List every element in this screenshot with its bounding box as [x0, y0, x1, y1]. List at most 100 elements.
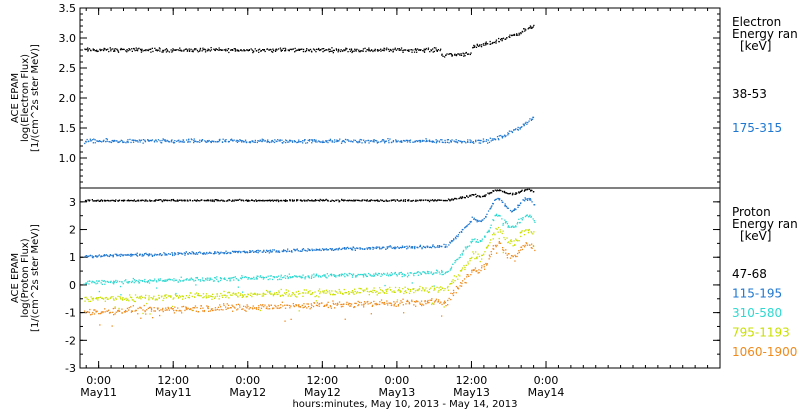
- data-point: [203, 252, 206, 254]
- data-point: [417, 140, 419, 143]
- data-point: [95, 50, 97, 52]
- data-point: [485, 140, 487, 142]
- data-point: [219, 138, 221, 141]
- data-point: [197, 141, 199, 143]
- data-point: [182, 280, 185, 282]
- data-point: [164, 139, 166, 141]
- data-point: [457, 140, 460, 142]
- data-point: [425, 138, 427, 140]
- y-tick-label: 0: [69, 279, 76, 292]
- data-point: [382, 49, 384, 51]
- data-point: [170, 278, 172, 281]
- x-tick-day-label: May11: [155, 386, 192, 399]
- data-point: [289, 307, 291, 309]
- data-point: [443, 243, 445, 246]
- data-point: [372, 247, 375, 249]
- data-point: [157, 307, 159, 309]
- data-point: [446, 141, 449, 143]
- data-point: [249, 278, 252, 280]
- data-point: [293, 249, 296, 251]
- data-point: [461, 267, 464, 269]
- data-point: [235, 199, 238, 201]
- data-point: [420, 300, 423, 302]
- data-point: [282, 47, 284, 50]
- data-point: [239, 139, 241, 141]
- data-point: [519, 128, 521, 130]
- data-point: [290, 140, 292, 142]
- data-point: [291, 276, 293, 279]
- data-point: [340, 306, 343, 308]
- data-point: [483, 217, 485, 220]
- data-point: [148, 140, 150, 142]
- data-point: [242, 199, 244, 201]
- data-point: [476, 256, 478, 258]
- data-point: [309, 200, 311, 202]
- data-point: [431, 298, 433, 300]
- data-point: [141, 199, 143, 201]
- data-point: [413, 301, 416, 303]
- data-point: [150, 51, 152, 53]
- data-point: [331, 273, 333, 276]
- data-point: [457, 235, 459, 238]
- data-point: [298, 275, 300, 278]
- data-point: [523, 28, 525, 30]
- data-point: [99, 200, 101, 202]
- data-point: [164, 140, 166, 142]
- data-point: [174, 49, 176, 51]
- data-point: [211, 140, 214, 142]
- data-point: [338, 49, 340, 52]
- data-point: [162, 51, 164, 53]
- data-point: [192, 279, 194, 281]
- data-point: [313, 200, 315, 202]
- data-point: [224, 200, 226, 202]
- data-point: [195, 252, 198, 254]
- data-point: [431, 285, 433, 288]
- data-point: [210, 49, 213, 51]
- data-point: [506, 223, 509, 225]
- data-point: [380, 199, 382, 201]
- data-point: [363, 303, 365, 305]
- data-point: [266, 250, 268, 253]
- data-point: [174, 252, 176, 255]
- data-point: [193, 280, 195, 282]
- data-point: [270, 141, 272, 143]
- data-point: [412, 246, 414, 248]
- data-point: [450, 292, 452, 294]
- data-point: [481, 265, 483, 267]
- data-point: [325, 49, 327, 51]
- data-point: [375, 247, 378, 250]
- data-point: [184, 297, 187, 299]
- data-point: [526, 123, 528, 125]
- data-point: [508, 241, 510, 243]
- data-point: [444, 199, 446, 202]
- data-point: [402, 304, 404, 306]
- data-point: [241, 296, 243, 298]
- data-point: [177, 281, 179, 283]
- data-point: [511, 131, 514, 133]
- data-point: [477, 241, 479, 243]
- data-point: [524, 122, 526, 125]
- data-point: [417, 274, 419, 276]
- data-point: [171, 139, 173, 141]
- data-point: [113, 281, 115, 284]
- data-point: [231, 250, 234, 252]
- data-point: [217, 200, 220, 202]
- data-point: [110, 48, 112, 50]
- data-point: [112, 307, 114, 310]
- data-point: [438, 271, 440, 273]
- data-point: [490, 253, 493, 255]
- data-point: [104, 311, 106, 313]
- data-point: [114, 50, 116, 52]
- data-point: [135, 49, 138, 51]
- data-point: [99, 140, 101, 142]
- data-point: [364, 302, 367, 304]
- data-point: [200, 140, 203, 142]
- data-point: [351, 273, 353, 276]
- data-point: [225, 141, 227, 143]
- data-point: [118, 199, 121, 201]
- data-point: [248, 308, 250, 310]
- data-point: [131, 50, 133, 52]
- data-point: [330, 305, 332, 308]
- data-point: [338, 288, 340, 291]
- data-point: [114, 200, 116, 202]
